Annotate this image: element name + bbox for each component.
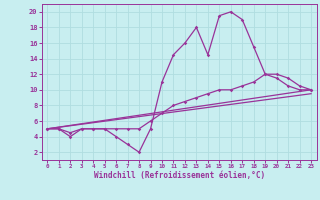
X-axis label: Windchill (Refroidissement éolien,°C): Windchill (Refroidissement éolien,°C) xyxy=(94,171,265,180)
